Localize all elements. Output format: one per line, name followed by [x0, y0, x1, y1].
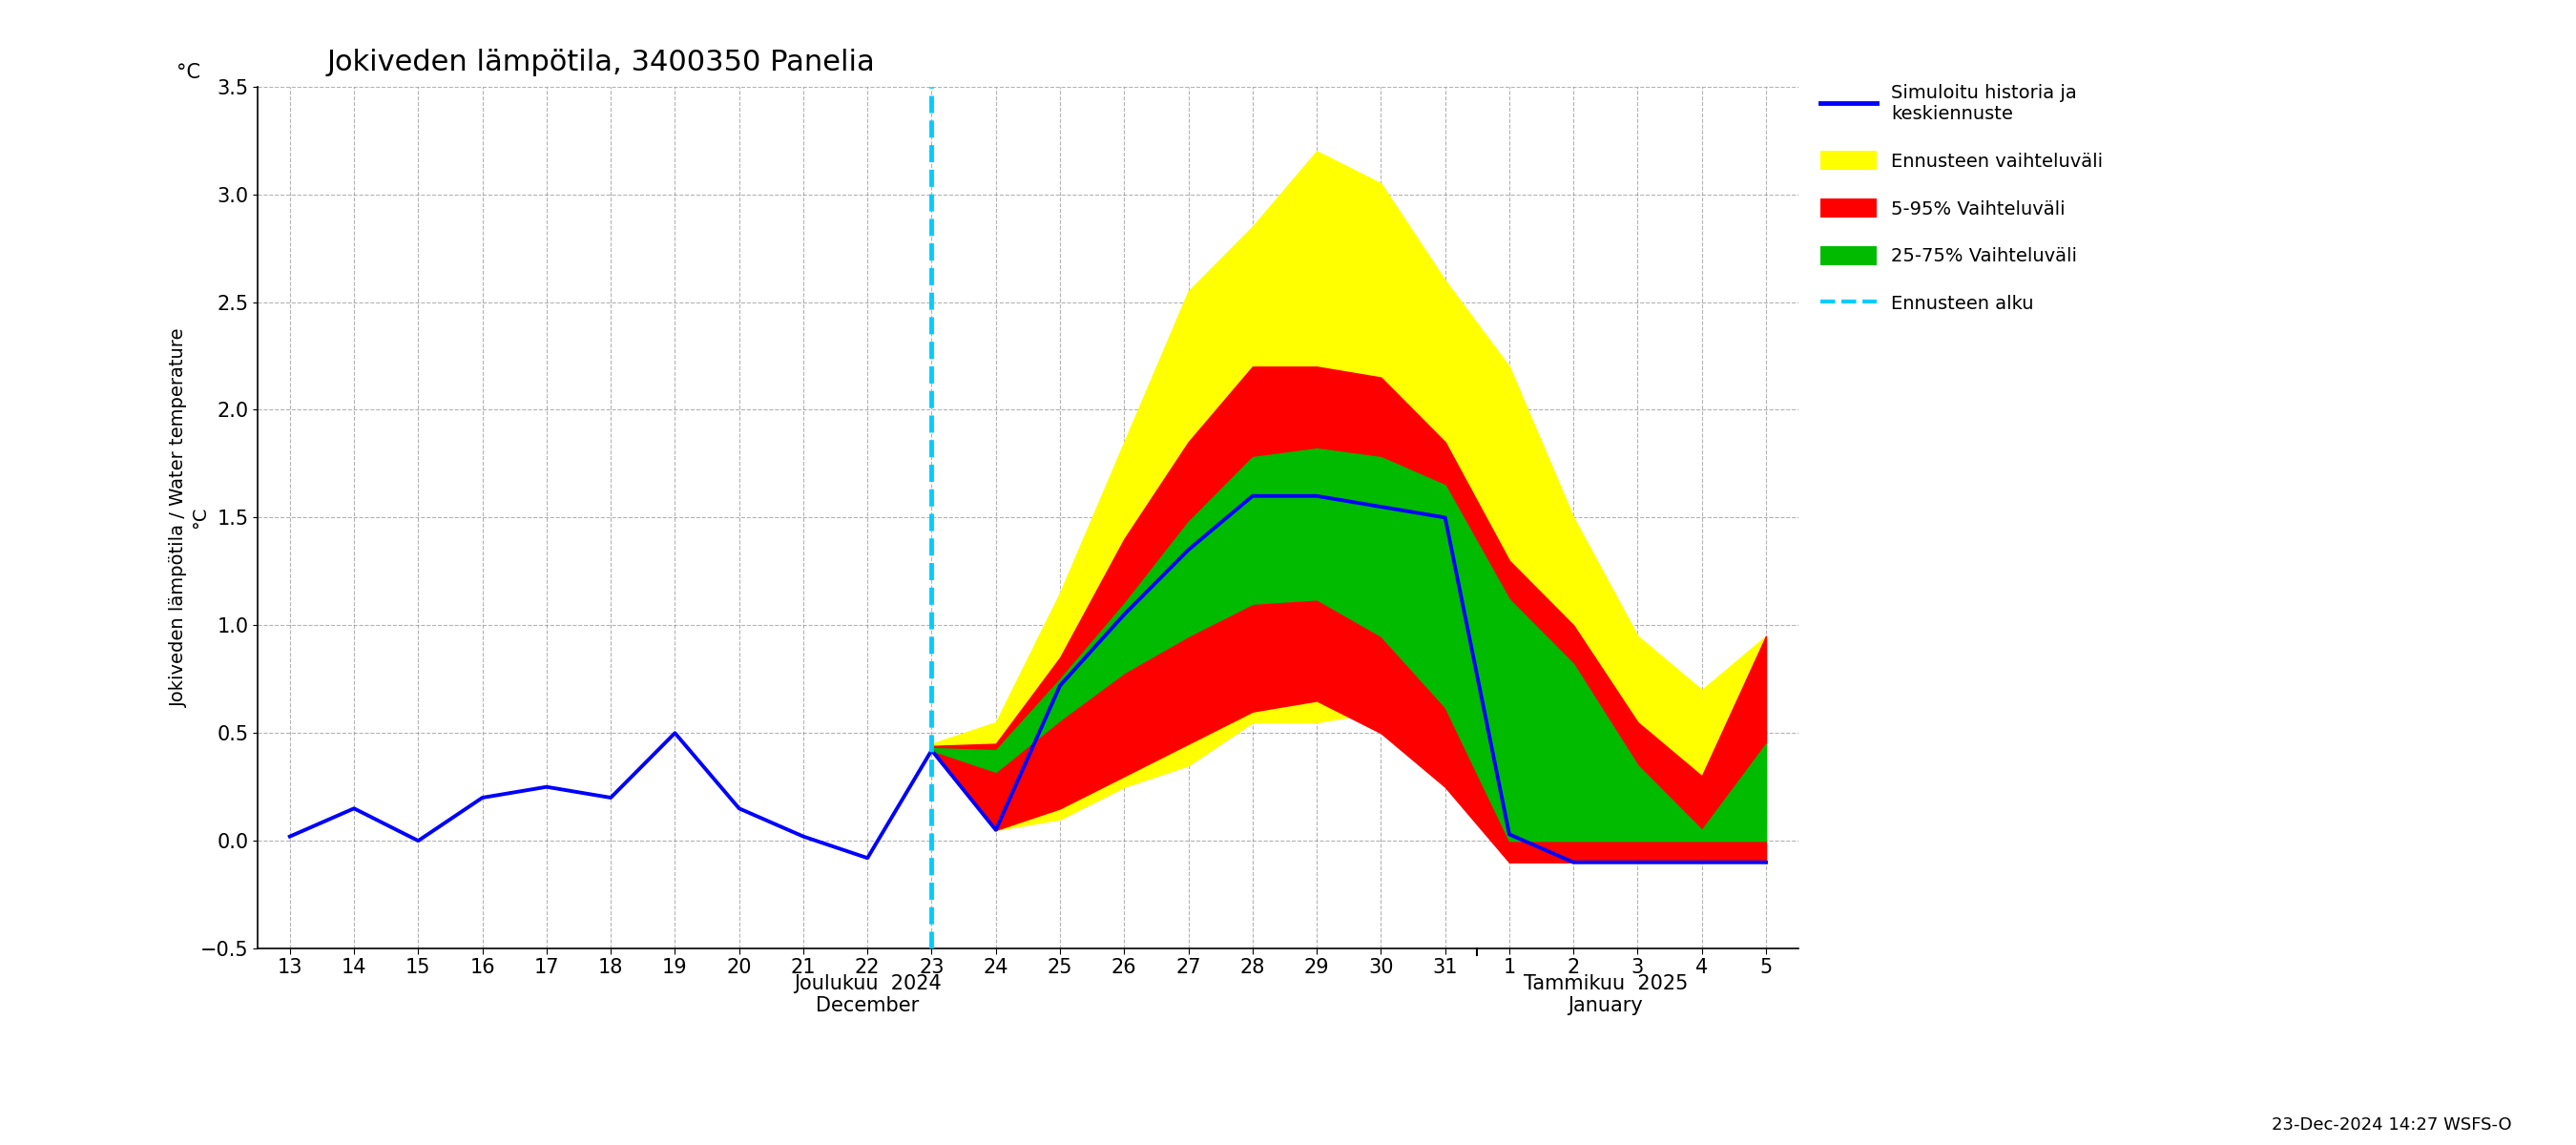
Text: °C: °C	[178, 63, 201, 82]
Text: Joulukuu  2024
December: Joulukuu 2024 December	[793, 974, 940, 1016]
Text: Jokiveden lämpötila, 3400350 Panelia: Jokiveden lämpötila, 3400350 Panelia	[327, 48, 876, 77]
Text: 23-Dec-2024 14:27 WSFS-O: 23-Dec-2024 14:27 WSFS-O	[2272, 1116, 2512, 1134]
Legend: Simuloitu historia ja
keskiennuste, Ennusteen vaihteluväli, 5-95% Vaihteluväli, : Simuloitu historia ja keskiennuste, Ennu…	[1816, 79, 2110, 318]
Y-axis label: Jokiveden lämpötila / Water temperature
°C: Jokiveden lämpötila / Water temperature …	[170, 327, 209, 708]
Text: Tammikuu  2025
January: Tammikuu 2025 January	[1522, 974, 1687, 1016]
